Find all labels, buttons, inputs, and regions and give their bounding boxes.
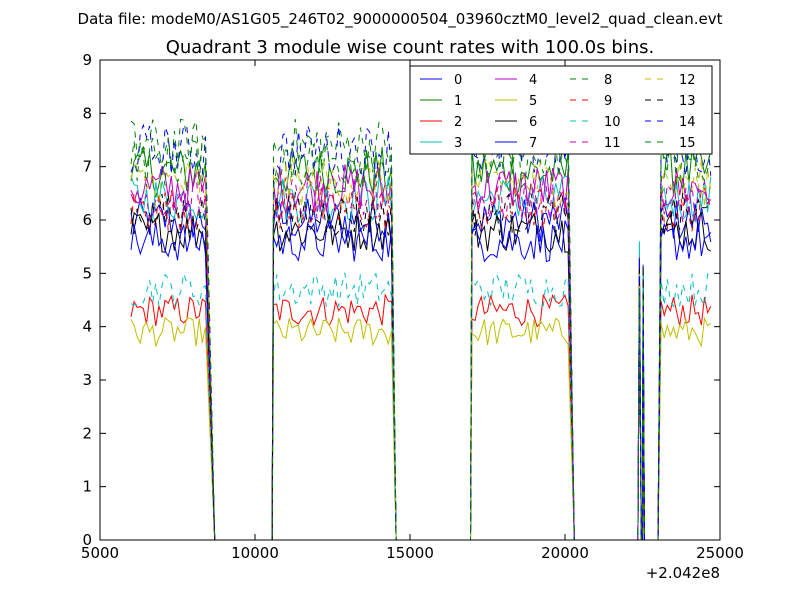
y-tick-label: 5 [82,264,92,282]
legend-label-12: 12 [679,73,696,88]
series-layer [130,118,712,540]
series-line-2 [130,271,712,540]
legend-label-4: 4 [529,73,537,88]
legend-label-3: 3 [454,136,462,151]
series-line-5 [130,296,711,540]
legend-label-0: 0 [454,73,462,88]
series-line-12 [130,156,712,540]
y-tick-label: 9 [82,51,92,69]
x-tick-label: 25000 [696,544,744,562]
legend-label-15: 15 [679,136,696,151]
legend-label-7: 7 [529,136,537,151]
legend-label-10: 10 [604,115,621,130]
y-tick-label: 6 [82,211,92,229]
y-tick-label: 7 [82,158,92,176]
legend-label-5: 5 [529,94,537,109]
x-offset-label: +2.042e8 [646,564,720,582]
y-tick-label: 1 [82,478,92,496]
legend-label-2: 2 [454,115,462,130]
legend-label-11: 11 [604,136,621,151]
legend-label-14: 14 [679,115,696,130]
chart-title: Quadrant 3 module wise count rates with … [166,37,655,58]
y-tick-label: 4 [82,318,92,336]
y-tick-label: 8 [82,104,92,122]
legend-label-1: 1 [454,94,462,109]
series-line-1 [130,146,712,540]
x-tick-label: 10000 [231,544,279,562]
legend-label-13: 13 [679,94,696,109]
series-line-15 [130,135,712,540]
legend-label-6: 6 [529,115,537,130]
legend-label-8: 8 [604,73,612,88]
y-tick-label: 3 [82,371,92,389]
series-line-3 [130,174,712,540]
legend-label-9: 9 [604,94,612,109]
y-tick-label: 2 [82,424,92,442]
x-tick-label: 20000 [541,544,589,562]
data-file-label: Data file: modeM0/AS1G05_246T02_90000005… [78,10,723,29]
x-tick-label: 5000 [81,544,119,562]
x-tick-label: 15000 [386,544,434,562]
series-line-7 [130,220,712,540]
series-line-10 [130,268,712,540]
y-tick-label: 0 [82,531,92,549]
legend-frame [409,65,713,155]
